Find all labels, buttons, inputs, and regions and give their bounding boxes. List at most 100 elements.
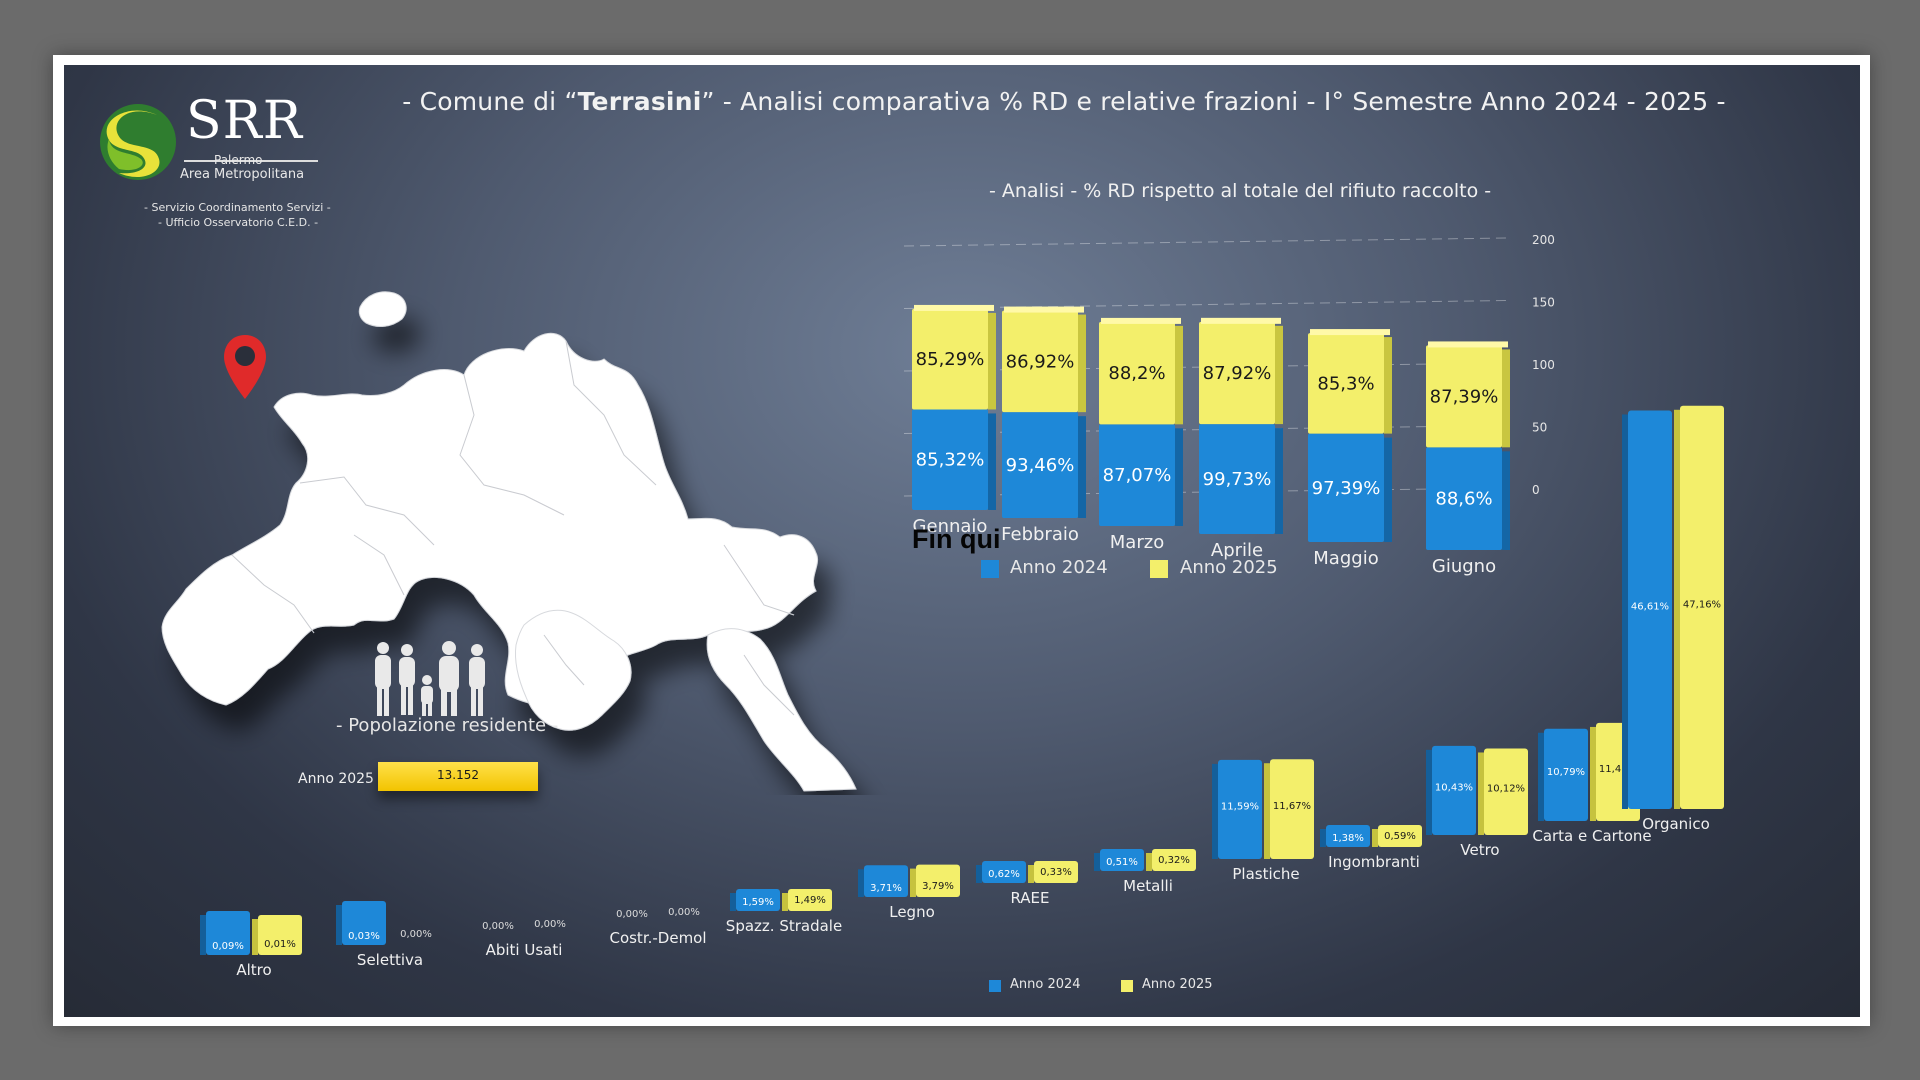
logo-divider [184,160,318,162]
population-bar [378,762,538,791]
fraction-category-label: RAEE [1010,889,1049,907]
data-label-2024: 85,32% [916,450,985,471]
bar-2025-top [1428,341,1508,348]
bar-2024 [1199,424,1275,534]
data-label-2025: 86,92% [1006,351,1075,372]
bar-2024-side [1175,428,1183,526]
fraction-label-2024: 46,61% [1631,602,1669,613]
bar-2024-side [1275,428,1283,534]
fraction-bar-2024-side [1538,732,1544,821]
fraction-category-label: Abiti Usati [486,941,563,959]
data-label-2024: 88,6% [1435,489,1492,510]
fractions-legend-swatch-2024 [989,980,1001,992]
fraction-bar-2024 [736,889,780,911]
fraction-bar-2024-side [1320,829,1326,847]
fraction-bar-2025-side [910,868,916,897]
fraction-bar-2024 [1100,849,1144,871]
bar-2024-side [988,413,996,510]
legend-swatch-2025 [1150,560,1168,578]
fraction-bar-2025 [1680,405,1724,809]
bar-2025-side [1078,314,1086,413]
fraction-bar-2025 [1484,748,1528,835]
fraction-category-label: Metalli [1123,877,1173,895]
legend-label-2024: Anno 2024 [1010,557,1108,578]
monthly-chart-title: - Analisi - % RD rispetto al totale del … [989,180,1492,202]
legend-swatch-2024 [981,560,999,578]
fraction-bar-2024 [864,865,908,897]
fraction-category-label: Legno [889,903,935,921]
fraction-bar-2024 [1628,410,1672,809]
fraction-label-2024: 10,79% [1547,767,1585,778]
fraction-bar-2025-side [1028,865,1034,883]
fraction-bar-2025 [258,915,302,955]
fraction-bar-2025-side [1478,752,1484,835]
data-label-2024: 93,46% [1006,455,1075,476]
bar-2024 [1099,424,1175,526]
fraction-label-2024: 0,03% [348,931,380,942]
fraction-bar-2025-side [1372,829,1378,847]
logo-subtitle-area: Area Metropolitana [180,167,305,182]
population-value: 13.152 [437,768,479,782]
fraction-bar-2025 [788,889,832,911]
fraction-bar-2024-side [1212,763,1218,859]
data-label-2025: 87,39% [1430,386,1499,407]
fraction-bar-2024 [1544,728,1588,821]
y-tick-label: 0 [1532,483,1540,497]
fraction-bar-2024-side [976,865,982,883]
bar-2025-side [1384,337,1392,434]
fraction-bar-2024 [1432,745,1476,835]
bar-2024 [1426,447,1502,550]
fraction-label-2025: 1,49% [794,895,826,906]
y-tick-label: 100 [1532,358,1555,372]
fraction-bar-2025 [916,864,960,897]
data-label-2025: 85,3% [1317,373,1374,394]
fraction-bar-2024-side [1622,414,1628,809]
fraction-label-2024: 0,51% [1106,857,1138,868]
x-category-label: Febbraio [1001,524,1079,545]
people-icon [375,641,485,716]
fraction-bar-2024 [206,911,250,955]
fraction-label-2025: 0,33% [1040,867,1072,878]
bar-2025-side [1175,325,1183,425]
data-label-2024: 97,39% [1312,478,1381,499]
fraction-bar-2025-side [252,919,258,955]
y-tick-label: 200 [1532,233,1555,247]
infographic-panel: - Comune di “Terrasini” - Analisi compar… [64,65,1860,1017]
data-label-2024: 87,07% [1103,465,1172,486]
location-pin-icon [224,335,266,399]
fraction-category-label: Costr.-Demol [609,929,706,947]
fraction-label-2025: 0,00% [668,907,700,918]
fraction-label-2025: 0,59% [1384,831,1416,842]
legend-label-2025: Anno 2025 [1180,557,1278,578]
fractions-legend-label-2025: Anno 2025 [1142,977,1213,992]
monthly-rd-chart: 0 50 100 150 200 85,32% 85,29% Gennaio 93,46% 86,… [200,233,1724,979]
fraction-category-label: Ingombranti [1328,853,1420,871]
fraction-bar-2024-side [336,905,342,945]
fraction-label-2025: 0,00% [400,929,432,940]
bar-2024-side [1384,437,1392,542]
fraction-label-2024: 11,59% [1221,801,1259,812]
fraction-bar-2025-side [1674,409,1680,809]
fraction-label-2024: 1,59% [742,897,774,908]
bar-2025-top [1310,329,1390,336]
bar-2024-side [1502,451,1510,550]
bar-2025 [1308,333,1384,434]
x-category-label: Marzo [1110,532,1164,553]
y-tick-label: 150 [1532,296,1555,310]
bar-2025-side [1502,349,1510,448]
fraction-bar-2024 [342,901,386,945]
page-title: - Comune di “Terrasini” - Analisi compar… [402,87,1726,116]
fraction-bar-2024-side [200,915,206,955]
data-label-2025: 87,92% [1203,363,1272,384]
fraction-label-2024: 3,71% [870,883,902,894]
fraction-bar-2024 [1218,759,1262,859]
bar-2025-side [1275,325,1283,425]
bar-2025 [912,308,988,410]
fraction-bar-2025-side [1146,853,1152,871]
bar-2024-side [1078,416,1086,518]
fraction-category-label: Spazz. Stradale [726,917,842,935]
bar-2025-top [1201,317,1281,324]
fraction-label-2024: 1,38% [1332,833,1364,844]
fraction-bar-2025 [1270,759,1314,859]
fraction-category-label: Selettiva [357,951,423,969]
